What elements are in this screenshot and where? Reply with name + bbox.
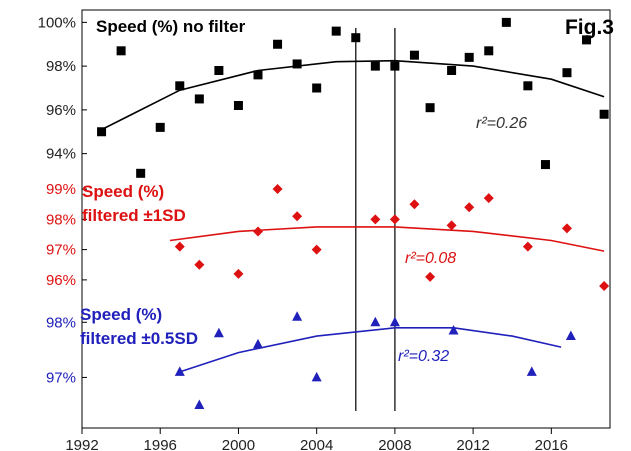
data-point [562, 68, 572, 78]
y-tick-label: 98% [46, 58, 76, 75]
data-point [409, 50, 419, 60]
panel-title: Speed (%) no filter [96, 17, 246, 36]
panel-no-filter: 100% 98% 96% 94% Speed (%) no filter r²=0.26 [38, 14, 609, 178]
data-point [155, 122, 165, 132]
data-point [409, 199, 420, 210]
data-point [351, 33, 361, 43]
figure-label: Fig.3 [565, 16, 614, 39]
y-tick-label: 98% [46, 211, 76, 228]
data-point [292, 59, 302, 69]
data-point [464, 202, 475, 213]
data-point [213, 327, 224, 338]
x-tick-label: 1992 [65, 437, 98, 451]
data-point [522, 241, 533, 252]
data-point [214, 66, 224, 75]
data-point [136, 168, 146, 178]
data-point [311, 244, 322, 255]
x-tick-label: 2000 [222, 437, 255, 451]
y-tick-label: 96% [46, 272, 76, 289]
r-squared-label: r²=0.32 [398, 348, 449, 365]
data-point [272, 184, 283, 195]
data-point [194, 94, 204, 104]
trend-line-no-filter [101, 59, 605, 131]
y-tick-label: 98% [46, 314, 76, 331]
panel-title-line: Speed (%) [82, 182, 164, 201]
data-point [389, 214, 400, 225]
data-point [174, 366, 185, 376]
data-point [599, 109, 609, 119]
x-axis: 1992 1996 2000 2004 2008 2012 2016 [65, 428, 568, 451]
chart-panels: 100% 98% 96% 94% Speed (%) no filter r²=0.26 9… [38, 14, 610, 409]
r-squared-label: r²=0.08 [405, 250, 456, 267]
data-point [273, 39, 283, 49]
data-point [194, 399, 205, 409]
trend-line-filtered-1sd [169, 226, 605, 252]
data-point [390, 61, 400, 71]
y-tick-label: 99% [46, 181, 76, 198]
x-tick-label: 2012 [456, 437, 489, 451]
data-point [194, 259, 205, 270]
data-point [370, 316, 381, 327]
panel-title-line: Speed (%) [80, 305, 162, 324]
data-point [582, 35, 592, 45]
data-point [97, 127, 107, 137]
data-point [526, 366, 537, 376]
y-tick-label: 94% [46, 146, 76, 163]
y-tick-label: 97% [46, 242, 76, 259]
data-point [501, 17, 511, 27]
data-point [253, 70, 263, 80]
data-point [292, 211, 303, 222]
data-point [311, 371, 322, 382]
panel-title-line: filtered ±1SD [82, 206, 186, 225]
y-tick-label: 96% [46, 102, 76, 119]
data-point [233, 268, 244, 279]
x-tick-label: 1996 [144, 437, 177, 451]
data-point [233, 101, 243, 110]
data-point [561, 223, 572, 234]
panel-filtered-1sd: 99% 98% 97% 96% Speed (%) filtered ±1SD r²=0.0… [46, 181, 610, 291]
data-point [448, 325, 459, 335]
data-point [464, 52, 474, 62]
data-point [175, 81, 185, 91]
data-point [370, 214, 381, 225]
data-point [425, 271, 436, 282]
data-point [292, 311, 303, 321]
x-tick-label: 2008 [378, 437, 411, 451]
data-point [253, 338, 263, 349]
data-point [370, 61, 380, 71]
data-point [447, 66, 457, 75]
y-tick-label: 97% [46, 369, 76, 386]
data-point [312, 83, 322, 93]
data-point [599, 280, 610, 291]
data-point [174, 241, 185, 252]
data-point [116, 46, 126, 56]
y-tick-label: 100% [38, 14, 76, 31]
data-point [446, 220, 457, 231]
r-squared-label: r²=0.26 [476, 115, 527, 132]
data-point [253, 226, 263, 237]
data-point [484, 46, 494, 56]
data-point [565, 330, 576, 341]
data-point [331, 26, 341, 36]
data-point [425, 103, 435, 113]
data-point [483, 193, 494, 204]
panel-filtered-0.5sd: 98% 97% Speed (%) filtered ±0.5SD r²=0.32 [46, 305, 576, 409]
x-tick-label: 2016 [535, 437, 568, 451]
data-point [389, 316, 400, 327]
trend-line-filtered-0.5sd [179, 327, 562, 373]
data-point [540, 160, 550, 170]
panel-title-line: filtered ±0.5SD [80, 329, 198, 348]
data-point [523, 81, 533, 91]
x-tick-label: 2004 [300, 437, 333, 451]
